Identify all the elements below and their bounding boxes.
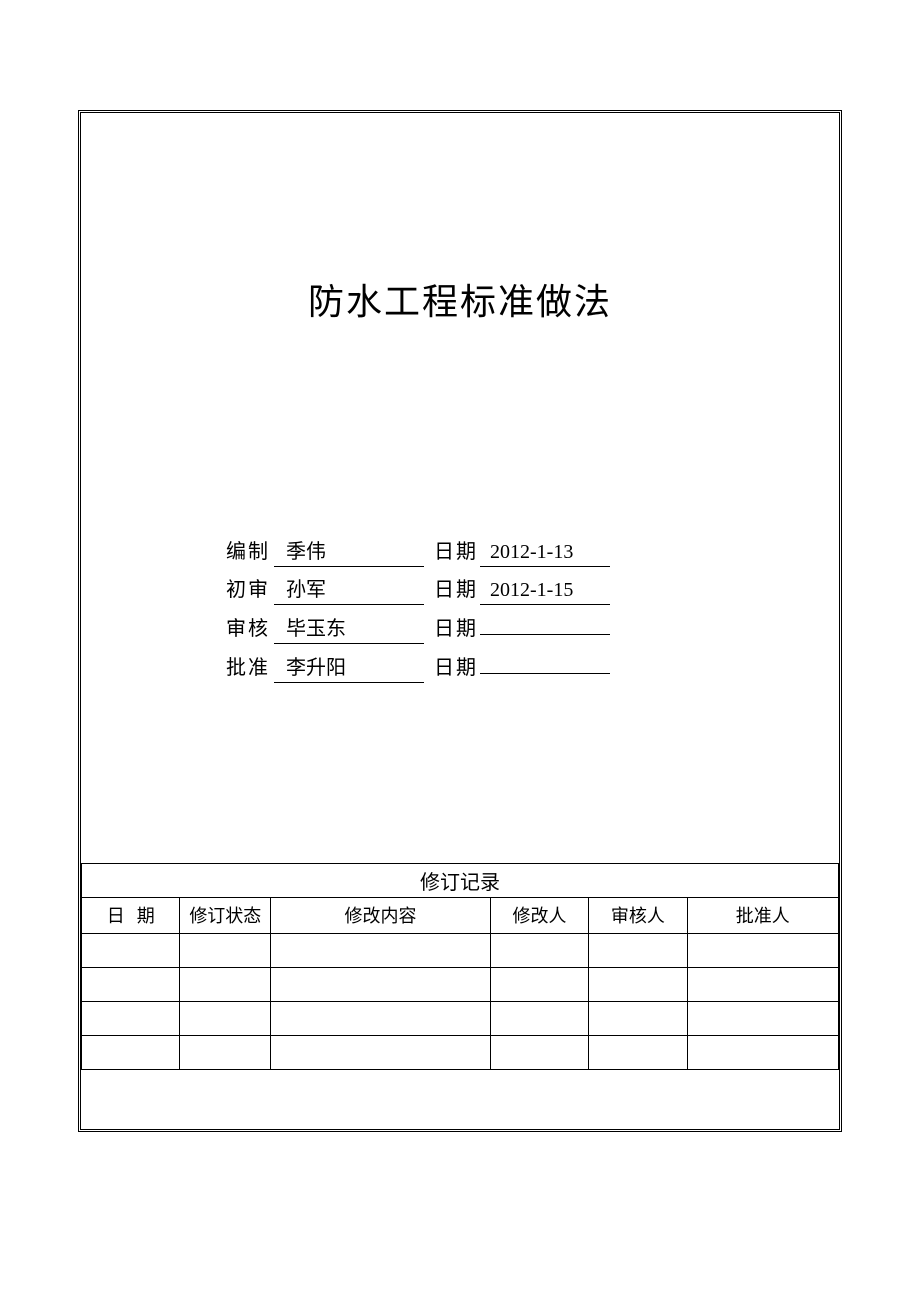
sig-label-initial-review: 初审 xyxy=(226,573,274,602)
col-header-modifier: 修改人 xyxy=(490,897,588,933)
sig-date-value-approve xyxy=(480,650,610,674)
revision-row-3 xyxy=(82,1035,839,1069)
sig-value-approve: 李升阳 xyxy=(274,651,424,683)
col-header-date: 日期 xyxy=(82,897,180,933)
cell-1-4 xyxy=(589,967,687,1001)
sig-date-value-review xyxy=(480,611,610,635)
cell-2-4 xyxy=(589,1001,687,1035)
cell-1-0 xyxy=(82,967,180,1001)
cell-0-4 xyxy=(589,933,687,967)
revision-footer-cell xyxy=(82,1069,839,1129)
signature-row-approve: 批准 李升阳 日期 xyxy=(226,650,839,683)
signature-block: 编制 季伟 日期 2012-1-13 初审 孙军 日期 2012-1-15 审核… xyxy=(226,535,839,683)
cell-1-3 xyxy=(490,967,588,1001)
cell-2-2 xyxy=(271,1001,491,1035)
revision-row-2 xyxy=(82,1001,839,1035)
document-title: 防水工程标准做法 xyxy=(81,273,839,325)
sig-label-prepared: 编制 xyxy=(226,535,274,564)
revision-title: 修订记录 xyxy=(82,863,839,897)
revision-row-1 xyxy=(82,967,839,1001)
cell-2-0 xyxy=(82,1001,180,1035)
cell-3-3 xyxy=(490,1035,588,1069)
cell-2-1 xyxy=(180,1001,271,1035)
sig-date-value-prepared: 2012-1-13 xyxy=(480,541,610,567)
cell-1-5 xyxy=(687,967,838,1001)
sig-date-label-prepared: 日期 xyxy=(434,535,480,564)
sig-date-value-initial-review: 2012-1-15 xyxy=(480,579,610,605)
cell-0-1 xyxy=(180,933,271,967)
cell-3-4 xyxy=(589,1035,687,1069)
sig-value-prepared: 季伟 xyxy=(274,535,424,567)
cell-2-3 xyxy=(490,1001,588,1035)
revision-footer-row xyxy=(82,1069,839,1129)
col-header-content: 修改内容 xyxy=(271,897,491,933)
revision-section: 修订记录 日期 修订状态 修改内容 修改人 审核人 批准人 xyxy=(81,863,839,1130)
revision-title-row: 修订记录 xyxy=(82,863,839,897)
col-header-reviewer: 审核人 xyxy=(589,897,687,933)
signature-row-review: 审核 毕玉东 日期 xyxy=(226,611,839,644)
cell-3-5 xyxy=(687,1035,838,1069)
sig-label-approve: 批准 xyxy=(226,651,274,680)
signature-row-prepared: 编制 季伟 日期 2012-1-13 xyxy=(226,535,839,567)
sig-value-review: 毕玉东 xyxy=(274,612,424,644)
cell-0-0 xyxy=(82,933,180,967)
revision-header-row: 日期 修订状态 修改内容 修改人 审核人 批准人 xyxy=(82,897,839,933)
revision-table: 修订记录 日期 修订状态 修改内容 修改人 审核人 批准人 xyxy=(81,863,839,1130)
cell-1-2 xyxy=(271,967,491,1001)
cell-2-5 xyxy=(687,1001,838,1035)
cell-0-5 xyxy=(687,933,838,967)
sig-date-label-initial-review: 日期 xyxy=(434,573,480,602)
col-header-approver: 批准人 xyxy=(687,897,838,933)
sig-date-label-review: 日期 xyxy=(434,612,480,641)
sig-label-review: 审核 xyxy=(226,612,274,641)
cell-1-1 xyxy=(180,967,271,1001)
revision-row-0 xyxy=(82,933,839,967)
sig-value-initial-review: 孙军 xyxy=(274,573,424,605)
col-header-status: 修订状态 xyxy=(180,897,271,933)
cell-3-2 xyxy=(271,1035,491,1069)
sig-date-label-approve: 日期 xyxy=(434,651,480,680)
cell-3-1 xyxy=(180,1035,271,1069)
signature-row-initial-review: 初审 孙军 日期 2012-1-15 xyxy=(226,573,839,605)
cell-3-0 xyxy=(82,1035,180,1069)
cell-0-2 xyxy=(271,933,491,967)
document-frame: 防水工程标准做法 编制 季伟 日期 2012-1-13 初审 孙军 日期 201… xyxy=(78,110,842,1132)
cell-0-3 xyxy=(490,933,588,967)
